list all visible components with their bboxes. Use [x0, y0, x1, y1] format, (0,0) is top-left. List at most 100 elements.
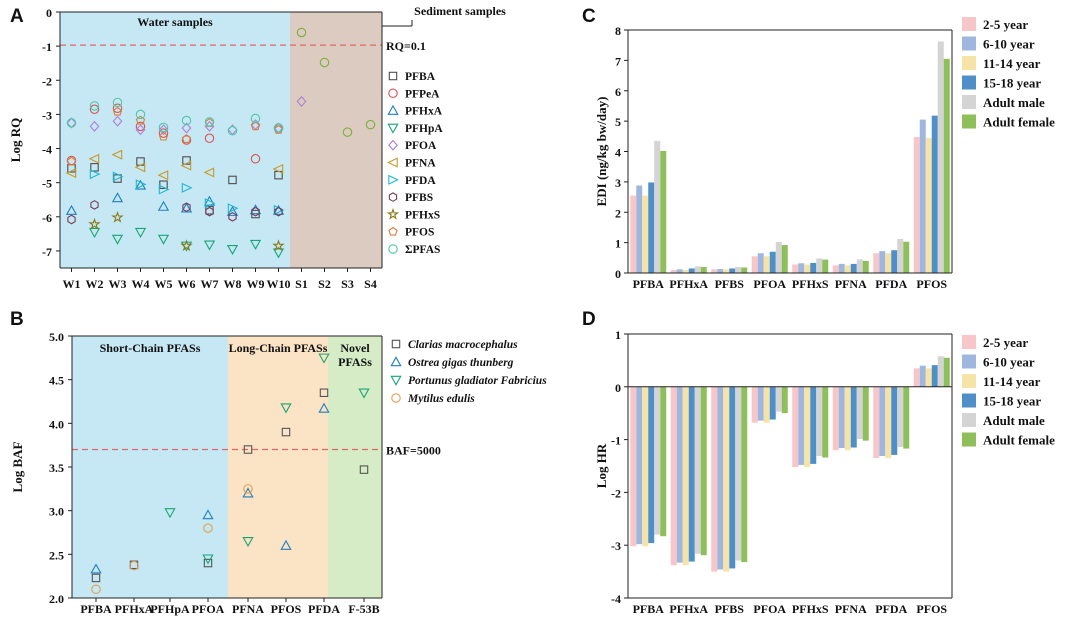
legend-label: PFNA	[405, 158, 436, 170]
bar-pfoa	[763, 256, 770, 273]
point-pfhxs	[88, 217, 101, 230]
x-tick-label: PFBA	[633, 277, 665, 291]
bar-pfna	[844, 265, 851, 273]
legend-swatch	[962, 413, 976, 427]
bar-pfbs	[741, 386, 748, 563]
point-pfhpa	[226, 244, 239, 256]
legend-label: PFPeA	[405, 88, 440, 100]
legend-swatch	[962, 432, 976, 447]
y-tick-label: 8	[615, 24, 621, 38]
point-pfhxa	[272, 204, 285, 215]
point-pfas	[273, 123, 284, 133]
bar-pfba	[636, 185, 643, 273]
bar-pfhxs	[804, 386, 811, 468]
legend-label: PFBA	[405, 71, 436, 83]
point-portunus	[280, 403, 292, 414]
bar-pfoa	[751, 256, 758, 273]
x-tick-label: W2	[86, 277, 104, 291]
point-pfbs	[205, 206, 214, 217]
y-tick-label: -1	[611, 434, 621, 448]
region-water	[60, 12, 290, 268]
bar-pfhxs	[798, 263, 805, 273]
point-pfos	[158, 131, 169, 141]
bar-pfhxs	[810, 386, 817, 464]
y-tick-label: 2.0	[49, 592, 64, 606]
point-pfna	[272, 163, 284, 175]
y-tick-label: -2	[611, 486, 621, 500]
legend-swatch	[962, 75, 976, 90]
bar-pfbs	[723, 269, 730, 273]
legend-marker	[386, 207, 400, 220]
legend-marker	[388, 174, 399, 185]
point-pfas	[227, 126, 238, 136]
bar-pfna	[862, 386, 869, 441]
point-pfas	[158, 122, 169, 133]
y-tick-label: 5.0	[49, 330, 64, 344]
point-pfhxs	[180, 239, 193, 252]
point-pfoa	[158, 124, 169, 136]
bar-pfoa	[769, 386, 776, 420]
y-tick-label: 4.5	[49, 374, 64, 388]
point-clarias	[243, 445, 253, 454]
legend-marker	[388, 71, 398, 81]
x-tick-label: PFNA	[232, 602, 264, 616]
legend-marker	[391, 339, 401, 349]
bar-pfba	[642, 386, 649, 547]
y-tick-label: 3.5	[49, 461, 64, 475]
point-ostrea	[318, 402, 330, 413]
legend-label: Adult female	[983, 115, 1055, 130]
point-pfpea	[112, 103, 123, 114]
bar-pfhxs	[810, 262, 817, 273]
y-tick-label: -3	[42, 108, 52, 122]
point-pfas	[319, 57, 330, 68]
point-mytilus	[243, 484, 253, 494]
x-tick-label: PFHxA	[115, 602, 154, 616]
legend-marker	[387, 157, 398, 168]
point-pfna	[111, 149, 123, 160]
bar-pfba	[648, 182, 655, 273]
legend-marker	[390, 375, 402, 386]
point-pfhxa	[111, 192, 124, 203]
point-pfbs	[90, 200, 99, 210]
y-tick-label: 5	[615, 115, 621, 129]
point-pfas	[181, 115, 192, 126]
point-pfpea	[204, 133, 215, 144]
y-tick-label: 3	[615, 176, 621, 190]
x-tick-label: W5	[155, 277, 173, 291]
bar-pfda	[879, 251, 886, 273]
legend-marker	[388, 139, 398, 151]
y-tick-label: -1	[42, 40, 52, 54]
x-tick-label: W3	[109, 277, 127, 291]
bar-pfhxa	[694, 386, 701, 554]
x-tick-label: PFDA	[308, 602, 340, 616]
point-pfhxs	[111, 210, 124, 223]
x-tick-label: PFOA	[753, 602, 786, 616]
point-pfbs	[67, 214, 76, 225]
bar-pfna	[856, 259, 863, 273]
point-pfos	[273, 124, 284, 134]
point-pfba	[182, 156, 191, 165]
x-tick-label: PFDA	[875, 602, 907, 616]
point-pfna	[134, 162, 146, 173]
legend-label: Mytilus edulis	[407, 393, 475, 405]
point-pfpea	[135, 121, 146, 132]
bar-pfhxs	[804, 264, 811, 273]
y-tick-label: 4.0	[49, 417, 64, 431]
bar-pfda	[885, 386, 892, 459]
y-axis-label: Log HR	[594, 443, 609, 488]
point-mytilus	[91, 584, 101, 595]
point-portunus	[318, 353, 330, 364]
x-tick-label: W8	[224, 277, 242, 291]
x-tick-label: PFHxA	[669, 602, 708, 616]
point-pfpea	[181, 135, 192, 145]
x-tick-label: PFOA	[192, 602, 225, 616]
x-tick-label: PFHpA	[150, 602, 190, 616]
bar-pfhxa	[682, 386, 689, 566]
legend-label: Adult male	[983, 413, 1045, 428]
point-pfas	[250, 113, 261, 124]
bar-pfbs	[735, 266, 742, 273]
y-tick-label: -3	[611, 539, 621, 553]
x-tick-label: S4	[364, 277, 377, 291]
legend-label: 15-18 year	[983, 394, 1041, 409]
bar-pfhxa	[676, 269, 683, 273]
